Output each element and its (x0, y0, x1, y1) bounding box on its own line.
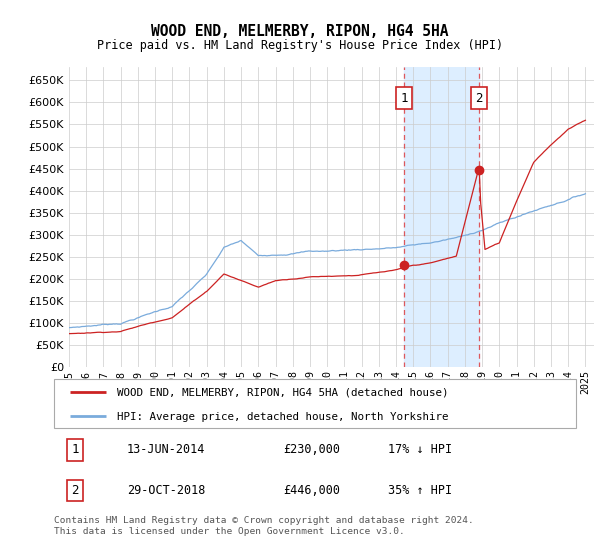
Text: 1: 1 (71, 443, 79, 456)
Text: WOOD END, MELMERBY, RIPON, HG4 5HA: WOOD END, MELMERBY, RIPON, HG4 5HA (151, 24, 449, 39)
Text: 1: 1 (400, 91, 408, 105)
Text: 29-OCT-2018: 29-OCT-2018 (127, 484, 205, 497)
Text: £230,000: £230,000 (284, 443, 341, 456)
Text: WOOD END, MELMERBY, RIPON, HG4 5HA (detached house): WOOD END, MELMERBY, RIPON, HG4 5HA (deta… (116, 388, 448, 398)
Text: 2: 2 (475, 91, 483, 105)
Text: 17% ↓ HPI: 17% ↓ HPI (388, 443, 452, 456)
Text: £446,000: £446,000 (284, 484, 341, 497)
Text: HPI: Average price, detached house, North Yorkshire: HPI: Average price, detached house, Nort… (116, 412, 448, 422)
Bar (404, 67, 479, 367)
FancyBboxPatch shape (54, 379, 576, 428)
Text: Price paid vs. HM Land Registry's House Price Index (HPI): Price paid vs. HM Land Registry's House … (97, 39, 503, 52)
Text: 2: 2 (71, 484, 79, 497)
Text: Contains HM Land Registry data © Crown copyright and database right 2024.
This d: Contains HM Land Registry data © Crown c… (54, 516, 474, 536)
Text: 13-JUN-2014: 13-JUN-2014 (127, 443, 205, 456)
Text: 35% ↑ HPI: 35% ↑ HPI (388, 484, 452, 497)
